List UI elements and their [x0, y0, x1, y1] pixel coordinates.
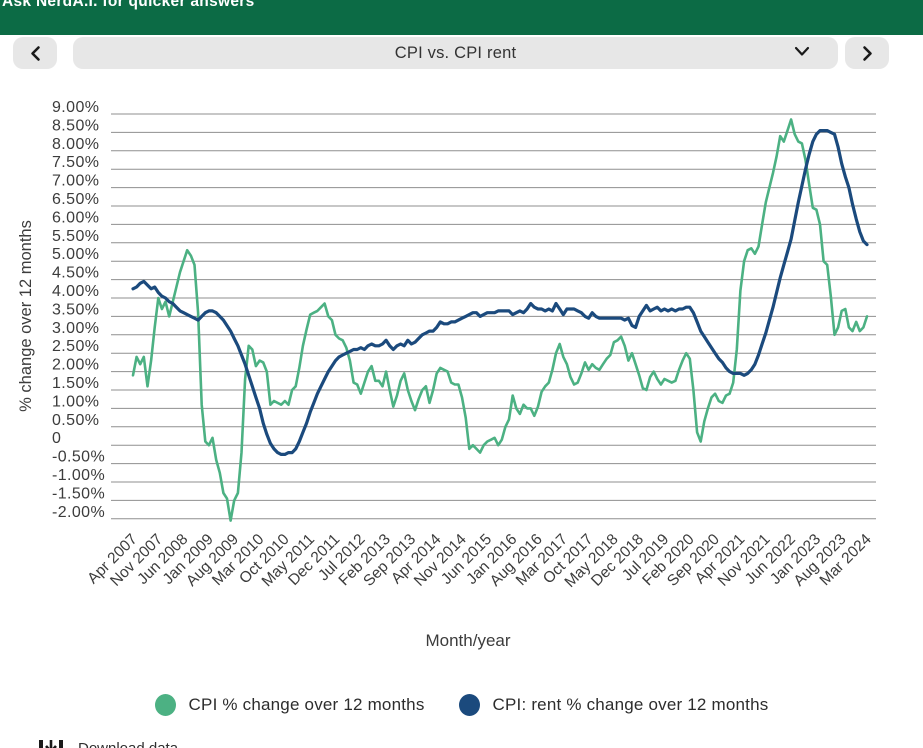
y-tick-label: 6.00% — [52, 209, 99, 226]
previous-chart-button[interactable] — [13, 37, 57, 69]
y-tick-label: 5.50% — [52, 228, 99, 245]
y-tick-label: -1.50% — [52, 485, 105, 502]
y-axis-title: % change over 12 months — [17, 220, 35, 412]
y-tick-label: 8.50% — [52, 117, 99, 134]
download-icon — [39, 740, 63, 748]
cpi-line — [131, 118, 869, 522]
y-tick-label: -0.50% — [52, 449, 105, 466]
chevron-left-icon — [30, 45, 40, 61]
y-tick-label: 8.00% — [52, 136, 99, 153]
y-axis-tick-labels: 9.00%8.50% 8.00%7.50% 7.00%6.50%6.00% 5.50%… — [52, 99, 105, 521]
y-tick-label: 5.00% — [52, 246, 99, 263]
x-axis-title: Month/year — [425, 631, 510, 650]
chart-legend: CPI % change over 12 months CPI: rent % … — [0, 694, 923, 716]
y-tick-label: 0 — [52, 430, 61, 447]
chart-selector-dropdown[interactable]: CPI vs. CPI rent — [73, 37, 838, 69]
y-tick-label: -2.00% — [52, 504, 105, 521]
download-link-label: Download data — [78, 739, 179, 748]
y-tick-label: 2.00% — [52, 357, 99, 374]
banner-text[interactable]: Ask NerdA.I. for quicker answers — [2, 0, 255, 10]
y-tick-label: 9.00% — [52, 99, 99, 116]
legend-label-cpi: CPI % change over 12 months — [188, 695, 425, 714]
y-tick-label: 2.50% — [52, 338, 99, 355]
y-tick-label: 7.50% — [52, 154, 99, 171]
gridlines — [111, 113, 876, 520]
cpi-rent-legend-dot-icon — [458, 694, 480, 716]
y-tick-label: 4.00% — [52, 283, 99, 300]
legend-label-cpi-rent: CPI: rent % change over 12 months — [492, 695, 769, 714]
chart-series-lines — [131, 118, 869, 522]
y-tick-label: 6.50% — [52, 191, 99, 208]
banner: Ask NerdA.I. for quicker answers — [0, 0, 923, 35]
legend-item-cpi-rent: CPI: rent % change over 12 months — [458, 694, 769, 716]
y-tick-label: 0.50% — [52, 412, 99, 429]
chevron-right-icon — [862, 45, 872, 61]
cpi-rent-line — [131, 129, 869, 456]
download-data-link[interactable]: Download data — [38, 738, 178, 748]
y-tick-label: 7.00% — [52, 173, 99, 190]
chevron-down-icon — [794, 46, 810, 56]
chart-selector-label: CPI vs. CPI rent — [394, 43, 517, 62]
legend-item-cpi: CPI % change over 12 months — [154, 694, 425, 716]
y-tick-label: 3.00% — [52, 320, 99, 337]
y-tick-label: 1.00% — [52, 393, 99, 410]
y-tick-label: -1.00% — [52, 467, 105, 484]
next-chart-button[interactable] — [845, 37, 889, 69]
y-tick-label: 4.50% — [52, 265, 99, 282]
y-tick-label: 3.50% — [52, 301, 99, 318]
cpi-legend-dot-icon — [154, 694, 176, 716]
y-tick-label: 1.50% — [52, 375, 99, 392]
